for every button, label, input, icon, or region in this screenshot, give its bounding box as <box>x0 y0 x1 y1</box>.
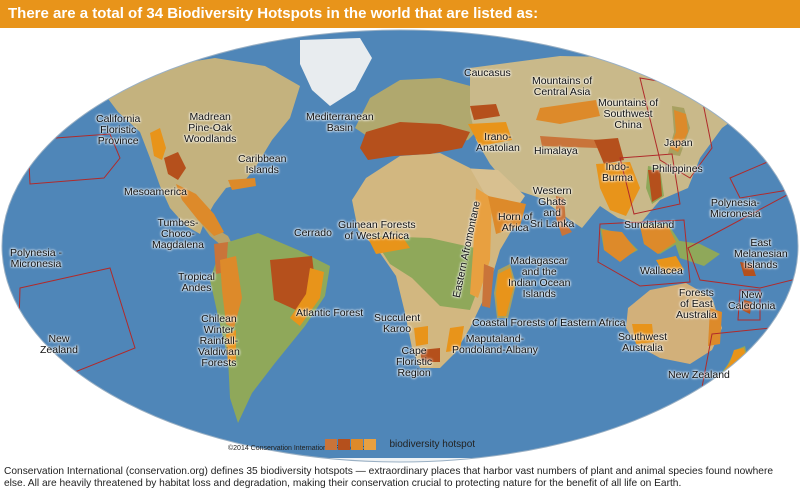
label-madagascar: Madagascar and the Indian Ocean Islands <box>508 255 571 300</box>
label-sundaland: Sundaland <box>624 219 675 231</box>
hotspot-western-ghats <box>556 196 572 236</box>
label-new-caledonia: New Caledonia <box>728 289 776 312</box>
label-guinean: Guinean Forests of West Africa <box>338 219 416 242</box>
hotspot-succulent-karoo <box>414 326 428 346</box>
label-himalaya: Himalaya <box>534 145 578 157</box>
landmass-africa-tropics <box>372 236 482 310</box>
hotspot-southwest-china <box>594 138 624 164</box>
label-horn-of-africa: Horn of Africa <box>498 211 533 234</box>
hotspot-caucasus <box>470 104 500 120</box>
label-southwest-china: Mountains of Southwest China <box>598 97 659 131</box>
landmass-australia <box>626 283 722 364</box>
label-caribbean: Caribbean Islands <box>238 153 287 176</box>
hotspot-melanesian <box>740 262 756 276</box>
landmass-antarctica <box>100 458 700 462</box>
label-cerrado: Cerrado <box>294 227 332 239</box>
hotspot-new-caledonia <box>742 300 752 314</box>
hotspot-new-zealand <box>722 348 746 374</box>
hotspot-indo-burma <box>596 162 640 216</box>
label-tropical-andes: Tropical Andes <box>178 271 215 294</box>
hotspot-madagascar <box>496 268 514 316</box>
legend-swatch <box>364 439 376 451</box>
legend: biodiversity hotspot <box>325 436 476 451</box>
hotspot-himalaya <box>540 136 600 148</box>
hotspot-guinean <box>368 236 410 254</box>
hotspot-sundaland <box>602 226 676 262</box>
hotspot-mediterranean <box>360 122 470 160</box>
copyright-text: ©2014 Conservation International Foundat… <box>228 445 370 452</box>
hotspot-japan <box>670 110 688 152</box>
legend-swatch <box>338 439 350 451</box>
label-wallacea: Wallacea <box>640 265 683 277</box>
hotspot-atlantic-forest <box>290 268 324 326</box>
label-coastal-forests: Coastal Forests of Eastern Africa <box>472 317 626 329</box>
label-western-ghats: Western Ghats and Sri Lanka <box>530 185 575 230</box>
label-indo-burma: Indo- Burma <box>602 161 633 184</box>
label-japan: Japan <box>664 137 693 149</box>
legend-swatch <box>351 439 363 451</box>
hotspot-madrean <box>164 152 186 180</box>
label-polynesia-east: Polynesia- Micronesia <box>710 197 761 220</box>
landmass-north-america <box>100 58 300 234</box>
label-mediterranean: Mediterranean Basin <box>306 111 374 134</box>
hotspot-coastal-east-africa <box>482 264 494 308</box>
hotspot-irano-anatolian <box>468 122 512 146</box>
label-caucasus: Caucasus <box>464 67 511 79</box>
label-succulent-karoo: Succulent Karoo <box>374 312 421 335</box>
landmass-greenland <box>300 38 372 106</box>
hotspot-maputaland <box>446 326 464 352</box>
hotspot-chilean <box>226 330 236 364</box>
globe-outline <box>1 29 799 463</box>
page-title: There are a total of 34 Biodiversity Hot… <box>8 5 539 22</box>
legend-label: biodiversity hotspot <box>389 439 476 451</box>
hotspot-andes <box>220 256 242 328</box>
legend-swatch <box>325 439 337 451</box>
world-map-graphic <box>1 29 799 463</box>
hotspot-horn-of-africa <box>488 196 526 234</box>
label-mesoamerica: Mesoamerica <box>124 186 188 198</box>
label-irano-anatolian: Irano- Anatolian <box>476 131 520 154</box>
hotspot-cape <box>420 348 440 362</box>
label-chilean: Chilean Winter Rainfall- Valdivian Fores… <box>198 313 240 369</box>
hotspots <box>150 100 756 374</box>
label-atlantic-forest: Atlantic Forest <box>296 307 364 319</box>
hotspot-caribbean <box>228 178 256 190</box>
header-banner: There are a total of 34 Biodiversity Hot… <box>0 0 800 28</box>
label-tumbes: Tumbes- Choco- Magdalena <box>152 217 204 251</box>
label-new-zealand-east: New Zealand <box>668 369 730 381</box>
label-madrean: Madrean Pine-Oak Woodlands <box>184 111 237 145</box>
label-california: California Floristic Province <box>96 113 141 147</box>
world-map: California Floristic Province Madrean Pi… <box>0 28 800 464</box>
label-new-zealand-west: New Zealand <box>40 333 78 356</box>
hotspot-mesoamerica <box>176 184 224 236</box>
label-cape-floristic: Cape Floristic Region <box>396 345 433 379</box>
footer-description: Conservation International (conservation… <box>4 466 774 489</box>
label-polynesia-west: Polynesia - Micronesia <box>10 247 62 270</box>
hotspot-southwest-australia <box>632 324 654 344</box>
label-southwest-australia: Southwest Australia <box>618 331 668 354</box>
hotspot-central-asia <box>536 100 600 124</box>
hotspot-philippines <box>648 170 662 202</box>
label-forests-east-australia: Forests of East Australia <box>676 287 717 321</box>
label-philippines: Philippines <box>652 163 703 175</box>
label-east-melanesian: East Melanesian Islands <box>734 237 788 271</box>
label-maputaland: Maputaland- Pondoland-Albany <box>452 333 538 356</box>
hotspot-wallacea <box>656 256 684 274</box>
label-central-asia: Mountains of Central Asia <box>532 75 593 98</box>
hotspot-california <box>150 128 166 160</box>
